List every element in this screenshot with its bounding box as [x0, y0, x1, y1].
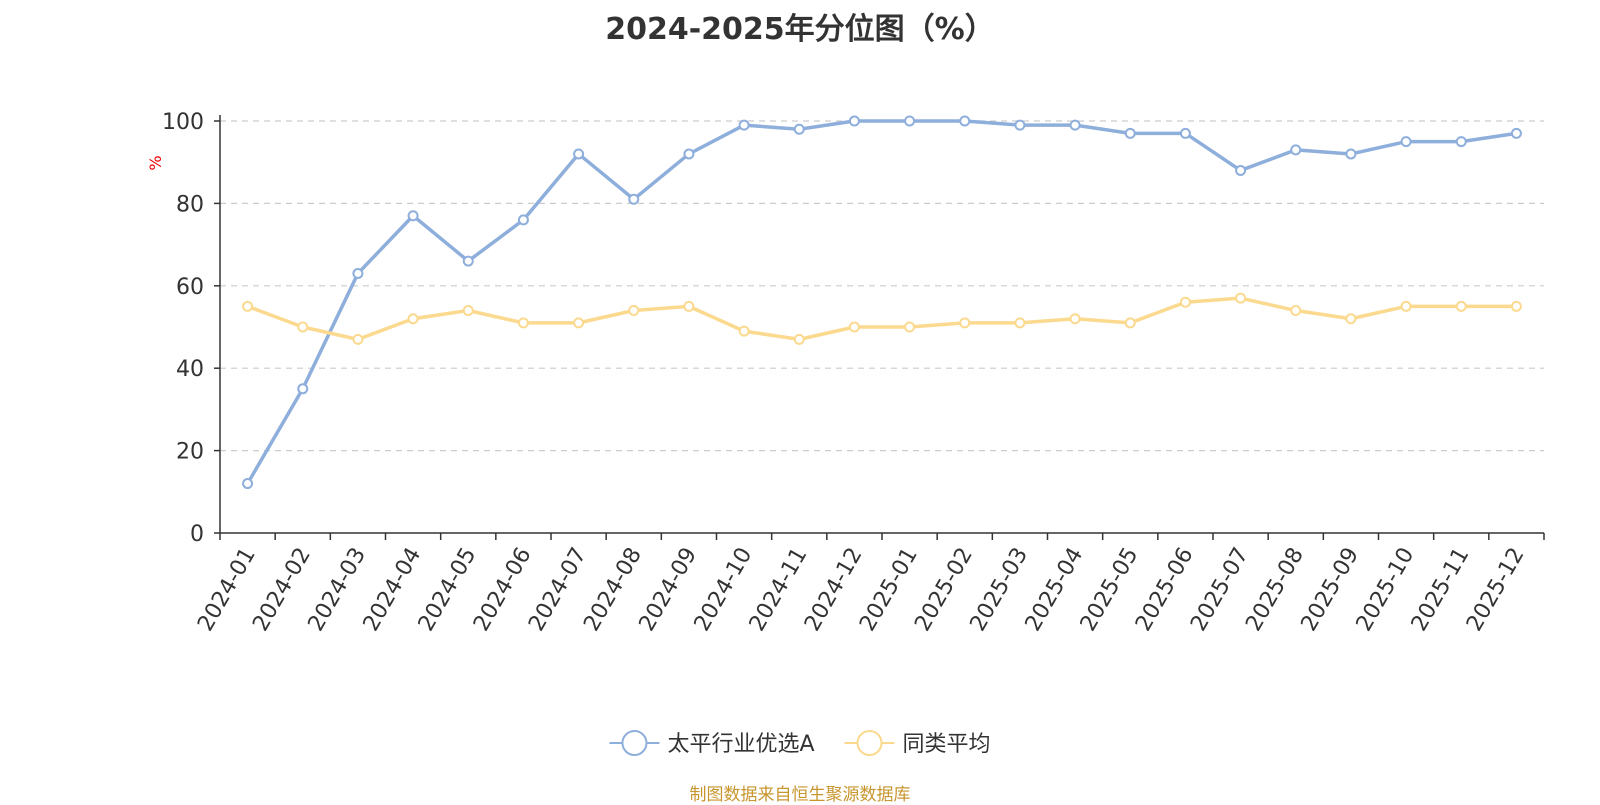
legend-marker-icon	[621, 730, 648, 756]
data-point[interactable]	[1400, 300, 1412, 312]
data-point[interactable]	[1179, 296, 1191, 308]
data-point[interactable]	[628, 193, 640, 205]
data-point[interactable]	[959, 317, 971, 329]
data-point[interactable]	[1014, 119, 1026, 131]
data-point[interactable]	[628, 305, 640, 317]
data-point[interactable]	[1014, 317, 1026, 329]
series-1	[242, 115, 1522, 490]
y-tick-label: 20	[176, 440, 204, 465]
data-point[interactable]	[1290, 305, 1302, 317]
data-point[interactable]	[793, 123, 805, 135]
legend-label: 太平行业优选A	[667, 732, 814, 757]
legend-label: 同类平均	[903, 732, 991, 757]
data-point[interactable]	[242, 300, 254, 312]
data-point[interactable]	[738, 325, 750, 337]
data-point[interactable]	[297, 321, 309, 333]
axes: 0204060801002024-012024-022024-032024-04…	[162, 110, 1545, 636]
data-point[interactable]	[848, 115, 860, 127]
data-point[interactable]	[517, 317, 529, 329]
grid-lines	[220, 120, 1544, 452]
data-point[interactable]	[352, 267, 364, 279]
data-point[interactable]	[352, 333, 364, 345]
data-point[interactable]	[1179, 127, 1191, 139]
data-point[interactable]	[1345, 313, 1357, 325]
data-point[interactable]	[1455, 300, 1467, 312]
data-point[interactable]	[904, 115, 916, 127]
legend[interactable]: 太平行业优选A 同类平均	[609, 730, 991, 757]
source-note: 制图数据来自恒生聚源数据库	[689, 785, 911, 805]
data-point[interactable]	[683, 148, 695, 160]
data-point[interactable]	[1124, 317, 1136, 329]
y-tick-label: 40	[176, 357, 204, 382]
data-point[interactable]	[517, 214, 529, 226]
data-point[interactable]	[1069, 119, 1081, 131]
y-tick-label: 0	[190, 522, 204, 547]
legend-item-1[interactable]: 太平行业优选A	[609, 730, 815, 757]
data-point[interactable]	[297, 383, 309, 395]
series-line	[246, 296, 1517, 342]
data-point[interactable]	[904, 321, 916, 333]
data-point[interactable]	[1124, 127, 1136, 139]
data-point[interactable]	[1290, 144, 1302, 156]
y-tick-label: 100	[162, 110, 204, 135]
data-point[interactable]	[1510, 300, 1522, 312]
data-point[interactable]	[242, 478, 254, 490]
legend-item-2[interactable]: 同类平均	[844, 730, 991, 757]
data-point[interactable]	[1235, 164, 1247, 176]
y-tick-label: 80	[176, 192, 204, 217]
data-point[interactable]	[462, 305, 474, 317]
data-point[interactable]	[1235, 292, 1247, 304]
series-layer	[242, 115, 1522, 490]
data-point[interactable]	[1400, 136, 1412, 148]
legend-marker-icon	[856, 730, 883, 756]
data-point[interactable]	[738, 119, 750, 131]
data-point[interactable]	[848, 321, 860, 333]
data-point[interactable]	[1345, 148, 1357, 160]
data-point[interactable]	[407, 210, 419, 222]
data-point[interactable]	[1510, 127, 1522, 139]
series-2	[242, 292, 1522, 345]
data-point[interactable]	[793, 333, 805, 345]
data-point[interactable]	[1455, 136, 1467, 148]
series-line	[246, 119, 1517, 485]
data-point[interactable]	[573, 148, 585, 160]
chart-title: 2024-2025年分位图（%）	[605, 12, 995, 47]
data-point[interactable]	[407, 313, 419, 325]
y-tick-label: 60	[176, 275, 204, 300]
data-point[interactable]	[1069, 313, 1081, 325]
data-point[interactable]	[462, 255, 474, 267]
y-axis-unit-label: %	[146, 155, 165, 170]
data-point[interactable]	[573, 317, 585, 329]
data-point[interactable]	[959, 115, 971, 127]
data-point[interactable]	[683, 300, 695, 312]
